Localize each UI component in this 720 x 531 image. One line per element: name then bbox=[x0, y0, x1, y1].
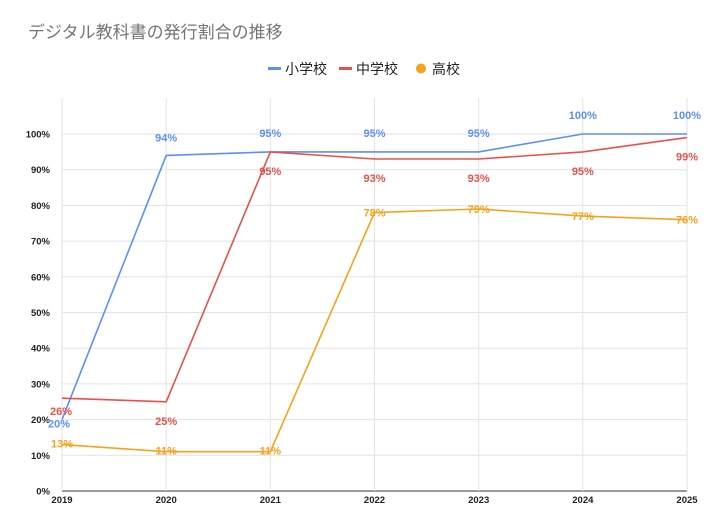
data-label: 11% bbox=[260, 446, 282, 458]
data-label: 78% bbox=[363, 208, 385, 220]
data-label: 99% bbox=[676, 152, 698, 164]
x-tick-label: 2019 bbox=[51, 495, 72, 506]
gridlines bbox=[61, 98, 688, 492]
x-tick-label: 2020 bbox=[156, 495, 177, 506]
data-label: 95% bbox=[468, 128, 490, 140]
legend-marker-1 bbox=[268, 67, 281, 70]
data-label: 95% bbox=[259, 128, 281, 140]
legend-marker-2 bbox=[339, 67, 352, 70]
y-tick-label: 80% bbox=[31, 201, 51, 212]
y-tick-label: 10% bbox=[31, 451, 51, 462]
legend-marker-3 bbox=[416, 63, 426, 74]
data-label: 11% bbox=[155, 446, 177, 458]
legend-label-1: 小学校 bbox=[285, 61, 327, 78]
data-labels: 20% 94% 95% 95% 95% 100% 100% 26% 25% 95% 93% 93% 95… bbox=[48, 110, 701, 458]
data-label: 95% bbox=[363, 128, 385, 140]
data-label: 20% bbox=[48, 419, 70, 431]
data-label: 76% bbox=[676, 215, 698, 227]
data-label: 95% bbox=[572, 166, 594, 178]
series-line-2 bbox=[61, 136, 688, 403]
data-label: 95% bbox=[259, 166, 281, 178]
x-tick-label: 2023 bbox=[468, 495, 489, 506]
x-tick-label: 2021 bbox=[260, 495, 282, 506]
y-tick-label: 90% bbox=[31, 165, 51, 176]
data-label: 13% bbox=[51, 439, 73, 451]
y-tick-label: 100% bbox=[26, 130, 51, 141]
data-label: 100% bbox=[569, 110, 597, 122]
data-label: 94% bbox=[155, 132, 177, 144]
data-label: 79% bbox=[468, 204, 490, 216]
y-axis: 0% 10% 20% 30% 40% 50% 60% 70% 80% 90% 100% bbox=[26, 130, 51, 498]
x-tick-label: 2025 bbox=[676, 495, 698, 506]
data-label: 26% bbox=[50, 406, 72, 418]
y-tick-label: 0% bbox=[36, 487, 50, 498]
x-tick-label: 2022 bbox=[364, 495, 385, 506]
legend-label-3: 高校 bbox=[432, 61, 460, 78]
data-label: 77% bbox=[572, 211, 594, 223]
legend: 小学校 中学校 高校 bbox=[268, 61, 460, 78]
series-line-1 bbox=[61, 133, 687, 420]
y-tick-label: 30% bbox=[31, 379, 51, 390]
data-label: 93% bbox=[363, 173, 385, 185]
y-tick-label: 20% bbox=[31, 415, 51, 426]
series-line-3 bbox=[61, 208, 688, 453]
x-axis: 2019 2020 2021 2022 2023 2024 2025 bbox=[51, 495, 698, 506]
data-label: 25% bbox=[155, 416, 177, 428]
y-tick-label: 40% bbox=[31, 344, 51, 355]
data-label: 100% bbox=[673, 110, 701, 122]
y-tick-label: 50% bbox=[31, 308, 51, 319]
legend-label-2: 中学校 bbox=[356, 61, 398, 78]
y-tick-label: 60% bbox=[31, 272, 51, 283]
series-lines bbox=[61, 133, 688, 453]
y-tick-label: 70% bbox=[31, 237, 51, 248]
data-label: 93% bbox=[468, 173, 490, 185]
chart-title: デジタル教科書の発行割合の推移 bbox=[28, 22, 283, 43]
x-tick-label: 2024 bbox=[572, 495, 594, 506]
